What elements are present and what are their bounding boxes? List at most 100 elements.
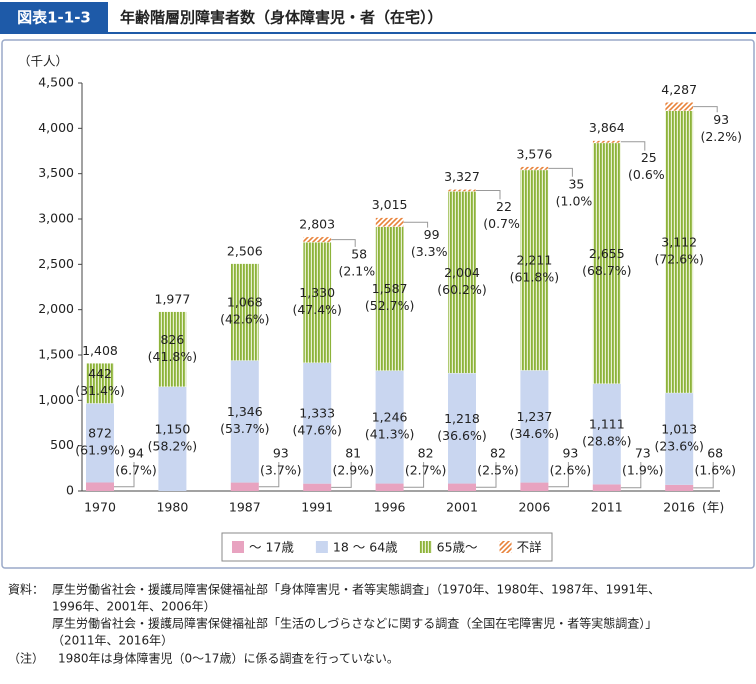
y-tick-label: 4,500	[38, 75, 74, 90]
data-label-percent: (0.6%)	[628, 167, 670, 182]
bar-segment	[303, 236, 332, 243]
bar-segment	[665, 102, 694, 111]
data-label-percent: (2.5%)	[477, 463, 519, 478]
legend-swatch	[315, 541, 328, 553]
data-label: 22	[496, 199, 512, 214]
bar-segment	[375, 226, 404, 371]
data-label-percent: (0.7%)	[483, 216, 525, 231]
data-label: 1,068	[227, 295, 263, 310]
data-label-percent: (1.0%)	[556, 193, 598, 208]
data-label-percent: (47.4%)	[292, 302, 341, 317]
source-label: 資料：	[8, 583, 44, 597]
data-label-percent: (3.3%)	[411, 244, 453, 259]
data-label-percent: (3.7%)	[260, 463, 302, 478]
bar-segment	[230, 263, 259, 361]
data-label: 93	[273, 446, 289, 461]
data-label: 1,111	[589, 417, 625, 432]
data-label-percent: (1.9%)	[622, 463, 664, 478]
leader-line	[258, 462, 280, 488]
y-tick-label: 2,000	[38, 301, 74, 316]
figure-title: 年齢階層別障害者数（身体障害児・者（在宅））	[120, 9, 443, 27]
bar-segment	[86, 482, 114, 491]
data-label-percent: (23.6%)	[654, 438, 703, 453]
total-label: 3,864	[589, 120, 625, 135]
x-tick-label: 1980	[156, 500, 188, 515]
x-tick-label: 2006	[518, 500, 550, 515]
data-label-percent: (2.6%)	[550, 463, 592, 478]
leader-line	[548, 167, 573, 177]
leader-line	[548, 462, 569, 488]
data-label: 82	[490, 446, 506, 461]
bar-segment	[520, 370, 549, 483]
data-label: 1,218	[444, 411, 480, 426]
x-tick-label: 1991	[301, 500, 333, 515]
data-label-percent: (52.7%)	[365, 298, 414, 313]
y-tick-label: 3,500	[38, 165, 74, 180]
bar-segment	[230, 482, 259, 491]
bar-segment	[520, 482, 549, 491]
data-label: 2,211	[517, 253, 553, 268]
data-label: 35	[568, 176, 584, 191]
legend-swatch	[499, 541, 512, 553]
leader-line	[403, 221, 429, 228]
bar-segment	[592, 142, 621, 384]
data-label: 442	[88, 366, 112, 381]
source-line: （2011年、2016年）	[52, 634, 173, 648]
x-tick-label: 2001	[446, 500, 478, 515]
data-label-percent: (61.8%)	[510, 270, 559, 285]
y-tick-label: 0	[66, 483, 74, 498]
data-label: 93	[713, 112, 729, 127]
data-label-percent: (2.2%)	[700, 129, 742, 144]
data-label: 68	[707, 446, 723, 461]
bar-segment	[375, 370, 404, 484]
note-label: （注）	[8, 651, 44, 666]
bar-segment	[592, 484, 621, 491]
data-label-percent: (60.2%)	[437, 282, 486, 297]
legend-label: ～ 17歳	[249, 540, 294, 555]
source-line: 厚生労働省社会・援護局障害保健福祉部「生活のしづらさなどに関する調査（全国在宅障…	[52, 616, 657, 631]
y-tick-label: 3,000	[38, 211, 74, 226]
bar-segment	[230, 360, 259, 483]
data-label-percent: (28.8%)	[582, 434, 631, 449]
bar-segment	[448, 373, 476, 484]
data-label: 81	[345, 446, 361, 461]
y-unit-label: （千人）	[18, 54, 68, 69]
legend-label: 65歳～	[437, 540, 478, 555]
data-label: 93	[562, 446, 578, 461]
data-label-percent: (34.6%)	[510, 426, 559, 441]
bar-segment	[303, 242, 332, 363]
plot: 0 500 1,000 1,500 2,000 2,500 3,000 3,500 4,000 4…	[38, 75, 742, 555]
data-label: 99	[424, 227, 440, 242]
total-label: 3,327	[444, 169, 480, 184]
bar-segment	[447, 191, 477, 374]
leader-line	[331, 239, 356, 247]
bar-segment	[448, 483, 476, 491]
leader-line	[620, 141, 646, 151]
data-label-percent: (72.6%)	[654, 251, 703, 266]
bar-segment	[303, 483, 332, 491]
bar-segment	[665, 392, 694, 485]
bar-segment	[665, 484, 694, 491]
x-tick-label: 2016	[663, 500, 695, 515]
legend-label: 18 ～ 64歳	[333, 540, 398, 555]
y-tick-label: 1,000	[38, 392, 74, 407]
data-label: 826	[160, 332, 184, 347]
y-tick-label: 2,500	[38, 256, 74, 271]
data-label: 872	[88, 425, 112, 440]
figure-label-box	[0, 2, 108, 32]
header-bar	[0, 0, 756, 33]
leader-line	[403, 462, 425, 488]
data-label-percent: (61.9%)	[75, 442, 124, 457]
total-label: 2,803	[299, 216, 335, 231]
data-label: 73	[635, 446, 651, 461]
data-label-percent: (47.6%)	[292, 423, 341, 438]
leader-line	[476, 189, 501, 200]
data-label: 94	[128, 446, 144, 461]
data-label-percent: (1.6%)	[694, 463, 736, 478]
data-label: 1,330	[299, 285, 335, 300]
leader-line	[693, 106, 718, 113]
leader-line	[331, 462, 352, 488]
data-label: 1,237	[517, 409, 553, 424]
